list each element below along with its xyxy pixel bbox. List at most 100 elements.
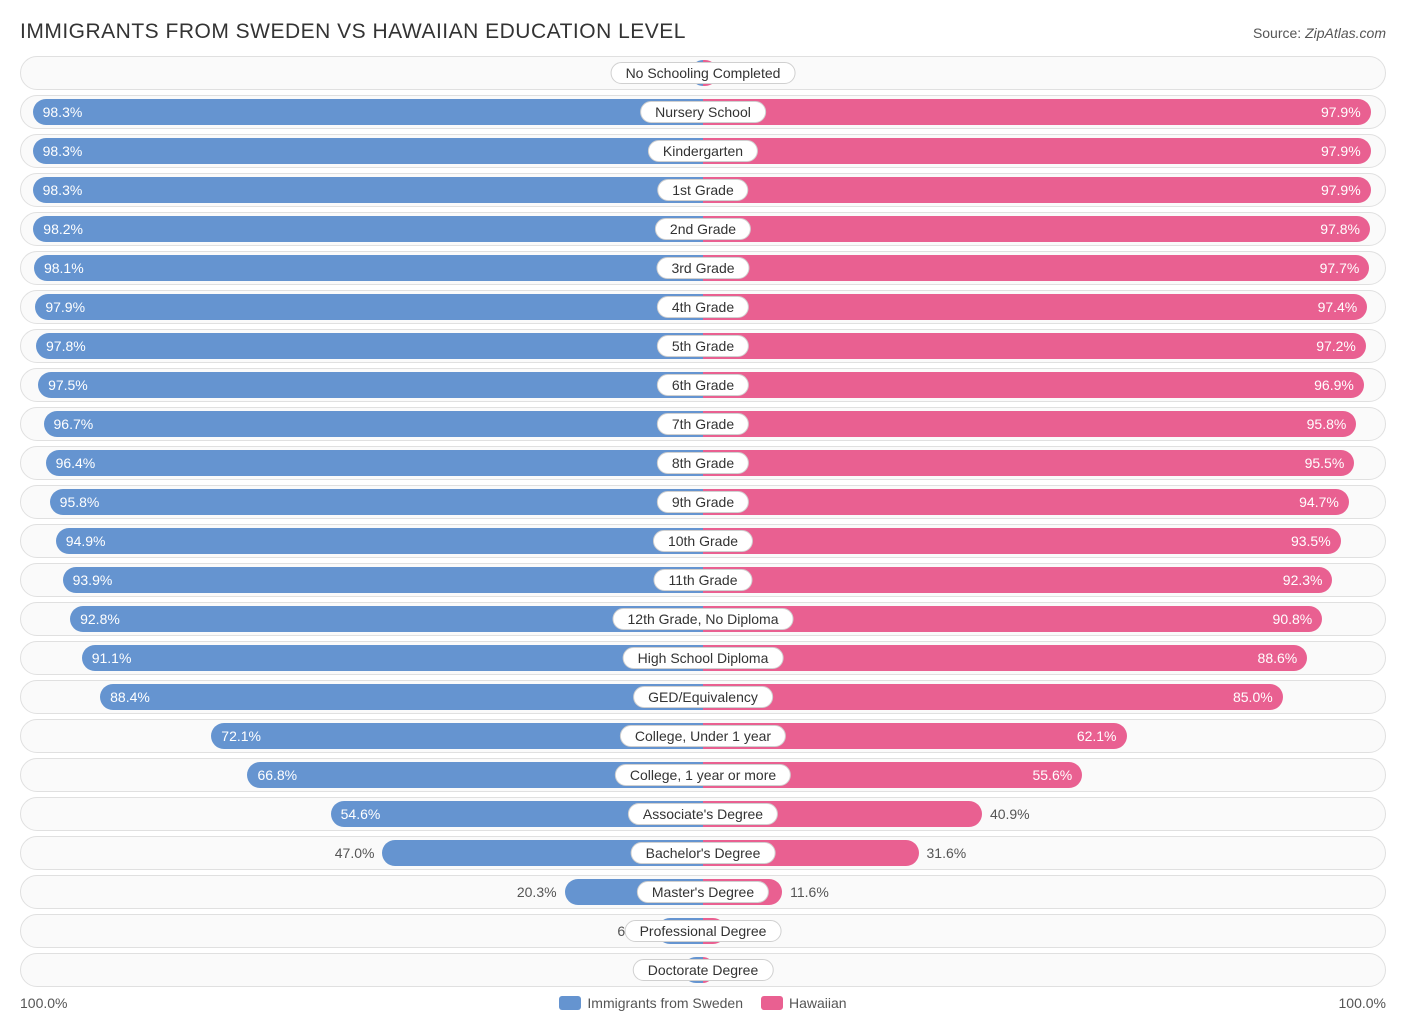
value-left: 96.4% [56,455,96,471]
category-label: 7th Grade [657,413,749,435]
bar-left: 98.3% [33,99,703,125]
bar-left: 96.4% [46,450,703,476]
value-right: 90.8% [1273,611,1313,627]
chart-row: 98.3% 97.9% 1st Grade [20,173,1386,207]
bar-left: 96.7% [44,411,703,437]
value-left: 72.1% [221,728,261,744]
bar-right: 94.7% [703,489,1349,515]
chart-row: 20.3%11.6%Master's Degree [20,875,1386,909]
value-left: 54.6% [341,806,381,822]
category-label: No Schooling Completed [611,62,796,84]
value-right: 92.3% [1283,572,1323,588]
chart-row: 6.7%3.4%Professional Degree [20,914,1386,948]
category-label: 11th Grade [653,569,752,591]
category-label: High School Diploma [623,647,784,669]
value-left: 98.3% [43,104,83,120]
category-label: Associate's Degree [628,803,778,825]
bar-right: 85.0% [703,684,1283,710]
category-label: 4th Grade [657,296,749,318]
value-left: 88.4% [110,689,150,705]
value-left: 98.3% [43,182,83,198]
bar-right: 97.4% [703,294,1367,320]
category-label: Doctorate Degree [633,959,774,981]
value-right: 55.6% [1032,767,1072,783]
category-label: 2nd Grade [655,218,751,240]
legend-swatch-left [559,996,581,1010]
bar-left: 97.9% [35,294,703,320]
chart-row: 98.2% 97.8%2nd Grade [20,212,1386,246]
category-label: 8th Grade [657,452,749,474]
bar-right: 97.9% [703,138,1371,164]
header: IMMIGRANTS FROM SWEDEN VS HAWAIIAN EDUCA… [20,20,1386,44]
legend-swatch-right [761,996,783,1010]
category-label: 9th Grade [657,491,749,513]
chart-row: 88.4% 85.0% GED/Equivalency [20,680,1386,714]
chart-row: 93.9% 92.3% 11th Grade [20,563,1386,597]
value-right: 93.5% [1291,533,1331,549]
category-label: Kindergarten [648,140,758,162]
bar-right: 97.9% [703,177,1371,203]
value-right: 96.9% [1314,377,1354,393]
category-label: 1st Grade [657,179,748,201]
category-label: Bachelor's Degree [631,842,776,864]
category-label: 6th Grade [657,374,749,396]
bar-left: 97.5% [38,372,703,398]
source-label: Source: [1253,25,1301,41]
category-label: Master's Degree [637,881,769,903]
bar-left: 95.8% [50,489,703,515]
value-left: 98.2% [43,221,83,237]
category-label: 3rd Grade [656,257,749,279]
bar-right: 88.6% [703,645,1307,671]
bar-left: 93.9% [63,567,703,593]
value-right: 97.4% [1318,299,1358,315]
category-label: Nursery School [640,101,766,123]
bar-right: 97.2% [703,333,1366,359]
bar-right: 97.8% [703,216,1370,242]
value-right: 85.0% [1233,689,1273,705]
chart-row: 97.5% 96.9% 6th Grade [20,368,1386,402]
bar-left: 98.1% [34,255,703,281]
chart-row: 91.1%88.6%High School Diploma [20,641,1386,675]
value-right: 97.9% [1321,143,1361,159]
bar-right: 90.8% [703,606,1322,632]
bar-right: 97.7% [703,255,1369,281]
legend-item-left: Immigrants from Sweden [559,995,743,1011]
value-right: 97.9% [1321,104,1361,120]
value-left: 98.1% [44,260,84,276]
chart-row: 66.8%55.6%College, 1 year or more [20,758,1386,792]
legend: Immigrants from Sweden Hawaiian [67,995,1338,1011]
axis-max-left: 100.0% [20,995,67,1011]
chart-row: 96.4%95.5%8th Grade [20,446,1386,480]
value-left: 92.8% [80,611,120,627]
chart-row: 2.9%1.5%Doctorate Degree [20,953,1386,987]
bar-left: 98.2% [33,216,703,242]
chart-row: 98.3%97.9%Kindergarten [20,134,1386,168]
education-level-chart: 1.7%2.2%No Schooling Completed98.3%97.9%… [20,56,1386,987]
bar-left: 94.9% [56,528,703,554]
source-value: ZipAtlas.com [1305,25,1386,41]
value-right: 97.9% [1321,182,1361,198]
value-right: 88.6% [1258,650,1298,666]
value-left: 47.0% [335,845,375,861]
chart-row: 54.6% 40.9% Associate's Degree [20,797,1386,831]
value-right: 97.2% [1316,338,1356,354]
value-left: 93.9% [73,572,113,588]
value-left: 97.9% [45,299,85,315]
bar-left: 88.4% [100,684,703,710]
source-attribution: Source: ZipAtlas.com [1253,25,1386,41]
bar-right: 95.8% [703,411,1356,437]
bar-left: 97.8% [36,333,703,359]
value-left: 94.9% [66,533,106,549]
value-right: 40.9% [990,806,1030,822]
chart-row: 95.8%94.7%9th Grade [20,485,1386,519]
chart-row: 98.1% 97.7%3rd Grade [20,251,1386,285]
category-label: 5th Grade [657,335,749,357]
value-left: 66.8% [257,767,297,783]
axis-max-right: 100.0% [1339,995,1386,1011]
value-left: 97.8% [46,338,86,354]
bar-right: 92.3% [703,567,1332,593]
category-label: GED/Equivalency [633,686,773,708]
chart-title: IMMIGRANTS FROM SWEDEN VS HAWAIIAN EDUCA… [20,20,686,44]
chart-row: 97.9% 97.4% 4th Grade [20,290,1386,324]
bar-left: 92.8% [70,606,703,632]
